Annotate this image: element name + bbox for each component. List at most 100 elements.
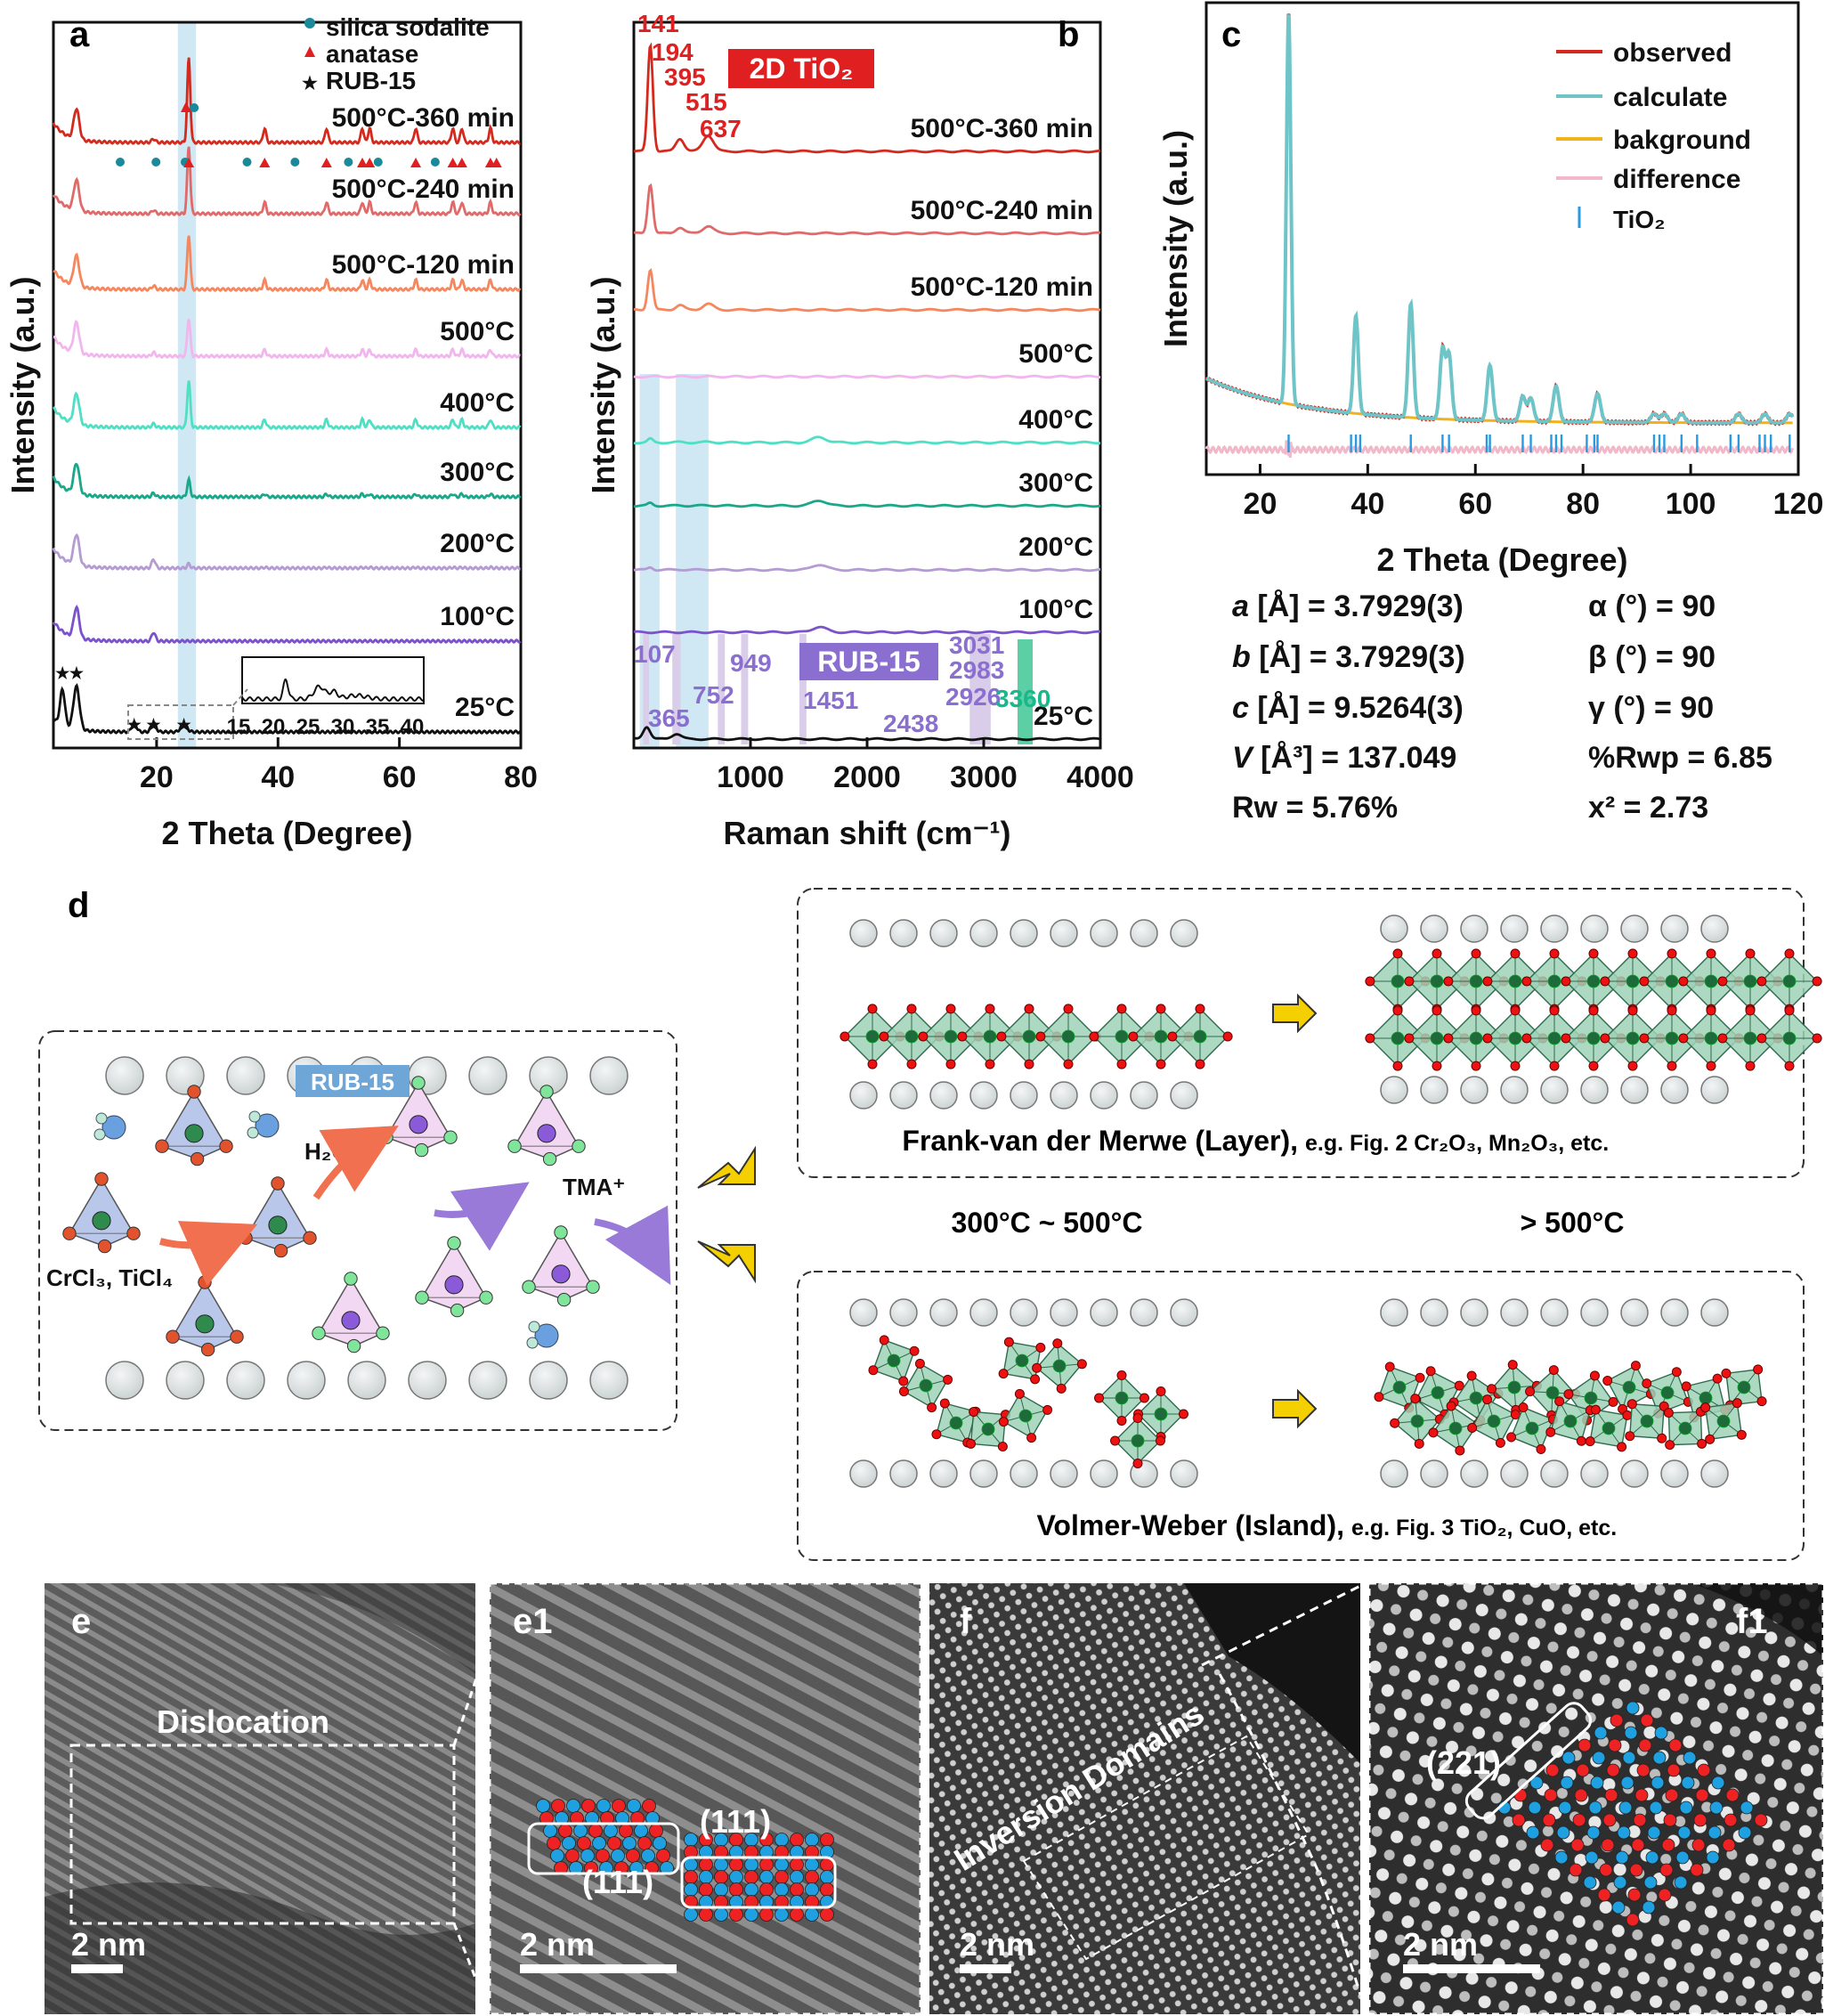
oxygen-atom — [1032, 1362, 1042, 1373]
oxygen-atom — [1554, 1396, 1565, 1407]
a-xtick-label: 20 — [140, 760, 174, 794]
rub15-atom — [1540, 915, 1569, 943]
oxygen-atom — [1617, 1442, 1627, 1452]
precursor-molecules — [62, 1076, 600, 1357]
octahedron — [1545, 1396, 1595, 1446]
scale-label-f1: 2 nm — [1403, 1926, 1478, 1963]
a-curve-3 — [53, 318, 521, 359]
octahedron — [998, 1388, 1053, 1443]
rub15-atom — [1170, 919, 1198, 947]
oxygen-atom — [1014, 1388, 1025, 1399]
rub15-atom — [166, 1361, 205, 1400]
lattice-atom — [1706, 1850, 1720, 1865]
a-sodalite-marker — [373, 158, 383, 167]
panel-d-schematic: RUB-15 H₂O TMA⁺ CrCl₃, TiCl₄ Frank-van d… — [38, 888, 1822, 1561]
panel-label-c: c — [1221, 15, 1241, 54]
a-series-label: 100°C — [440, 602, 515, 631]
oxygen-atom — [1443, 1033, 1454, 1044]
lattice-atom — [1722, 1838, 1736, 1852]
octahedron — [1506, 1402, 1558, 1454]
ligand-atom — [200, 1342, 215, 1357]
rub15-atom — [347, 1361, 386, 1400]
a-inset-tick-label: 35 — [366, 715, 390, 739]
b-rub-band — [672, 634, 681, 744]
rub15-atom — [1050, 1459, 1078, 1488]
a-anatase-marker — [410, 158, 422, 167]
metal-atom — [865, 1029, 880, 1044]
ligand-atom — [187, 1085, 201, 1099]
oxygen-atom — [1700, 1402, 1711, 1413]
lattice-atom — [790, 1857, 804, 1872]
lattice-atom — [805, 1833, 819, 1847]
lattice-atom — [1572, 1813, 1586, 1827]
lattice-atom — [596, 1849, 610, 1863]
lattice-atom — [1725, 1788, 1740, 1802]
rub15-atom — [1090, 1298, 1118, 1327]
scale-bar-f — [960, 1964, 1011, 1973]
b-tio2-tag-label: 2D TiO₂ — [750, 53, 854, 85]
oxygen-atom — [1432, 1005, 1442, 1016]
rub15-atom — [929, 919, 958, 947]
refinement-left-row: c [Å] = 9.5264(3) — [1232, 691, 1464, 726]
oxygen-atom — [1717, 976, 1728, 987]
ligand-atom — [572, 1139, 586, 1153]
lattice-atom — [820, 1882, 834, 1897]
ligand-atom — [411, 1076, 426, 1090]
octahedron — [1663, 1406, 1707, 1451]
rub15-atom — [468, 1361, 507, 1400]
c-xtick-label: 60 — [1458, 487, 1492, 521]
oxygen-atom — [1052, 1338, 1063, 1349]
oxygen-atom — [1549, 948, 1560, 959]
oxygen-atom — [1116, 1370, 1127, 1381]
octahedron — [868, 1335, 920, 1386]
b-curve-6 — [633, 564, 1101, 573]
rub15-atom — [105, 1056, 144, 1095]
b-curve-8 — [634, 726, 1101, 742]
octahedron — [1585, 1404, 1633, 1452]
panel-label-a: a — [69, 15, 90, 54]
rub15-atom — [1580, 1076, 1609, 1104]
panel-label-f1: f1 — [1736, 1602, 1768, 1641]
lattice-atom — [805, 1857, 819, 1872]
lattice-atom — [1665, 1788, 1679, 1802]
lattice-atom — [592, 1836, 606, 1850]
metal-atom — [1626, 974, 1640, 988]
oxygen-atom — [1545, 1427, 1556, 1437]
oxygen-atom — [1506, 1432, 1517, 1443]
metal-atom — [1704, 1031, 1718, 1045]
lattice-atom — [1545, 1763, 1560, 1777]
ligand-atom — [198, 1275, 212, 1289]
metal-atom — [268, 1215, 288, 1235]
lattice-atom — [622, 1836, 637, 1850]
ligand-atom — [450, 1303, 465, 1318]
rub15-atom — [929, 1459, 958, 1488]
oxygen-atom — [1706, 948, 1716, 959]
a-curve-1 — [52, 146, 522, 216]
oxygen-atom — [1024, 1004, 1034, 1014]
arrow-to-island-icon — [697, 1240, 756, 1284]
rub15-atom — [1660, 915, 1689, 943]
water-hydrogen — [95, 1112, 108, 1125]
reaction-arrow-4 — [594, 1205, 671, 1286]
lattice-atom — [699, 1870, 713, 1884]
b-rub-peak-label: 1451 — [803, 687, 858, 714]
rub15-tag — [296, 1065, 410, 1097]
rub15-atom — [1540, 1298, 1569, 1327]
oxygen-atom — [1063, 1004, 1074, 1014]
b-rub-band — [969, 634, 991, 744]
oxygen-atom — [1549, 1061, 1560, 1071]
rub15-atom — [889, 919, 918, 947]
oxygen-atom — [1410, 1394, 1421, 1404]
oxygen-atom — [996, 1031, 1007, 1042]
oxygen-atom — [1404, 976, 1415, 987]
lattice-atom — [684, 1882, 698, 1897]
ligand-atom — [273, 1243, 288, 1258]
metal-atom — [1392, 1380, 1407, 1394]
octahedron — [931, 1398, 981, 1448]
b-ylabel: Intensity (a.u.) — [585, 276, 621, 493]
rub15-atom — [1460, 1298, 1488, 1327]
c-axes-frame — [1204, 1, 1800, 476]
metal-atom — [537, 1124, 556, 1143]
rub15-atom — [1050, 1298, 1078, 1327]
oxygen-atom — [1042, 1404, 1053, 1415]
